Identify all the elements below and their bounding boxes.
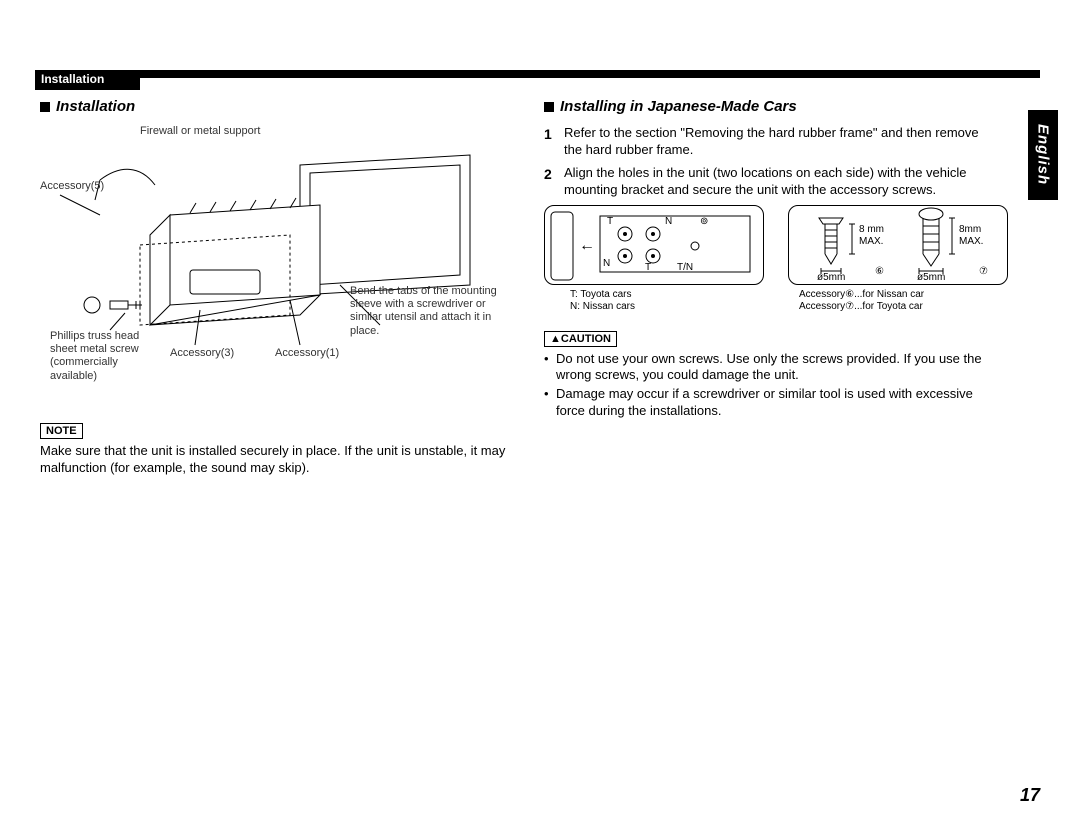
bullet-icon	[544, 102, 554, 112]
label-bend: Bend the tabs of the mounting sleeve wit…	[350, 285, 510, 338]
legend-acc6: Accessory⑥...for Nissan car	[799, 289, 924, 301]
lbl-8mm-a: 8 mm MAX.	[859, 224, 893, 248]
step-2: 2Align the holes in the unit (two locati…	[544, 165, 1000, 199]
caution-1: Do not use your own screws. Use only the…	[556, 351, 1000, 385]
bullet-icon	[40, 102, 50, 112]
note-label: NOTE	[40, 423, 83, 439]
legend-N: N: Nissan cars	[570, 301, 635, 313]
label-phillips: Phillips truss head sheet metal screw (c…	[50, 330, 160, 383]
unit-side-panel: ← T	[544, 205, 764, 285]
legend-T: T: Toyota cars	[570, 289, 632, 301]
legend-acc7: Accessory⑦...for Toyota car	[799, 301, 923, 313]
caution-2: Damage may occur if a screwdriver or sim…	[556, 386, 1000, 420]
right-column: Installing in Japanese-Made Cars 1Refer …	[544, 98, 1040, 477]
svg-text:←: ←	[579, 237, 595, 254]
label-firewall: Firewall or metal support	[140, 125, 260, 138]
lbl-8mm-b: 8mm MAX.	[959, 224, 993, 248]
right-title-text: Installing in Japanese-Made Cars	[560, 98, 797, 115]
lbl-T1: T	[607, 216, 613, 228]
left-column: Installation	[40, 98, 520, 477]
label-acc1: Accessory(1)	[275, 347, 339, 360]
left-title-text: Installation	[56, 98, 135, 115]
step-1-text: Refer to the section "Removing the hard …	[564, 125, 979, 157]
screws-panel: 8 mm MAX. 8mm MAX. ø5mm ø5mm ⑥ ⑦	[788, 205, 1008, 285]
label-acc5: Accessory(5)	[40, 180, 104, 193]
installation-illustration: Firewall or metal support Accessory(5) P…	[40, 125, 520, 375]
section-tab: Installation	[35, 70, 140, 90]
lbl-d5b: ø5mm	[917, 272, 945, 284]
lbl-N1: N	[665, 216, 672, 228]
caution-list: Do not use your own screws. Use only the…	[544, 351, 1000, 421]
step-1: 1Refer to the section "Removing the hard…	[544, 125, 1000, 159]
page: Installation English Installation	[0, 0, 1080, 836]
lbl-T2: T	[645, 262, 651, 274]
caution-label: ▲CAUTION	[544, 331, 617, 347]
content-columns: Installation	[40, 98, 1040, 477]
language-tab: English	[1028, 110, 1058, 200]
lbl-N2: N	[603, 258, 610, 270]
page-number: 17	[1020, 785, 1040, 806]
lbl-TN: T/N	[677, 262, 693, 274]
label-acc3: Accessory(3)	[170, 347, 234, 360]
steps-list: 1Refer to the section "Removing the hard…	[544, 125, 1000, 199]
top-rule	[35, 70, 1040, 78]
screw-diagram: ← T	[544, 205, 1000, 325]
left-title: Installation	[40, 98, 520, 115]
lbl-7: ⑦	[979, 266, 988, 278]
step-2-text: Align the holes in the unit (two locatio…	[564, 165, 967, 197]
lbl-6: ⑥	[875, 266, 884, 278]
note-text: Make sure that the unit is installed sec…	[40, 443, 520, 477]
right-title: Installing in Japanese-Made Cars	[544, 98, 1000, 115]
lbl-d5a: ø5mm	[817, 272, 845, 284]
